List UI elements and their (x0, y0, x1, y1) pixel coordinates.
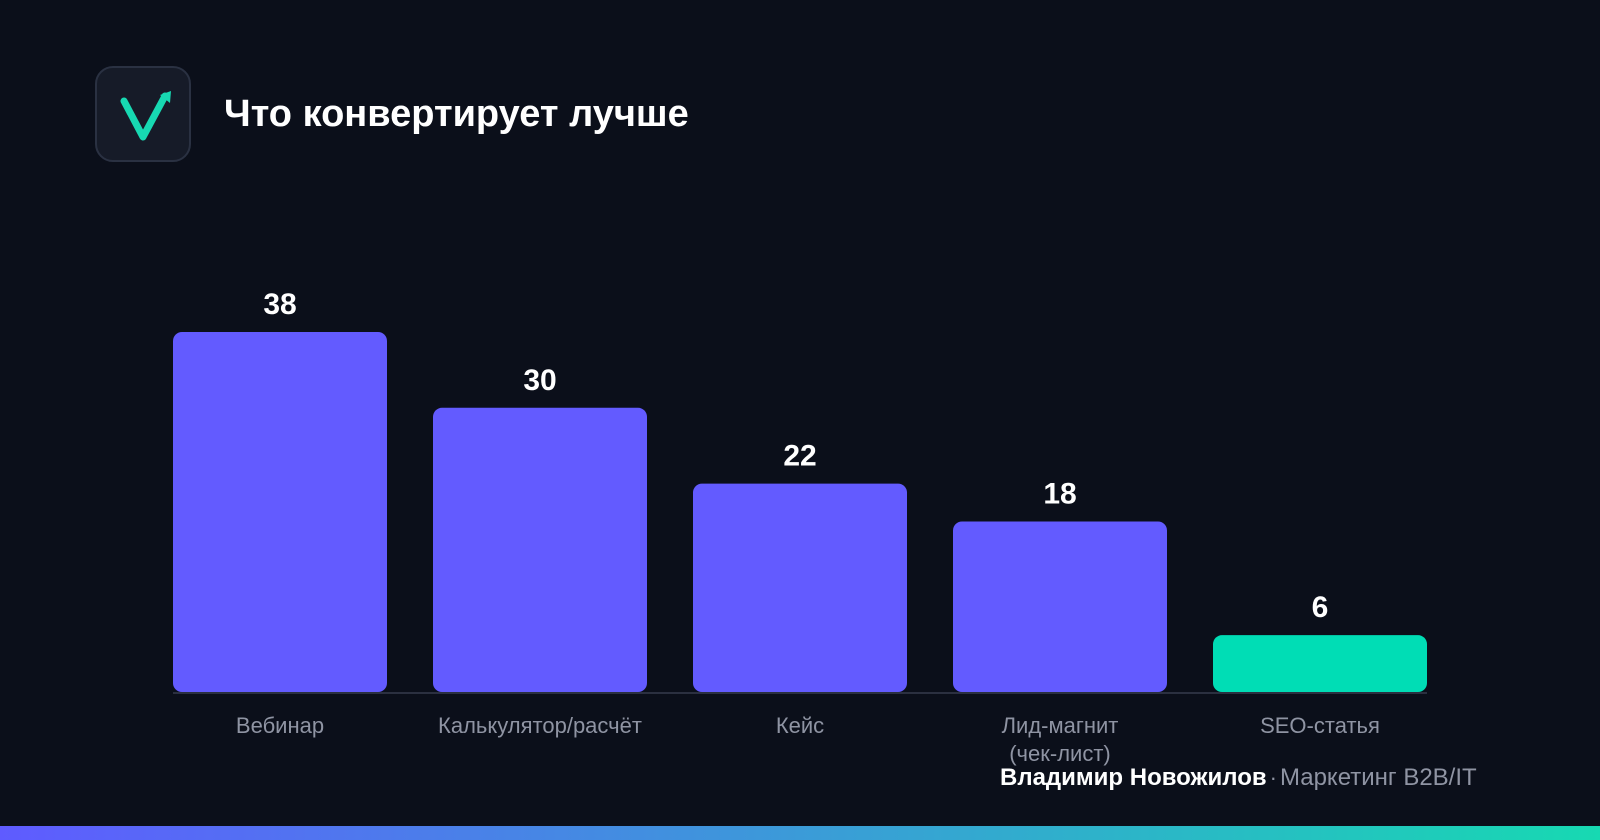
x-tick-label: Кейс (776, 713, 824, 738)
bar-value-label: 6 (1312, 591, 1329, 624)
bar (1213, 635, 1427, 692)
logo (95, 66, 191, 162)
footer-credit: Владимир Новожилов · Маркетинг B2B/IT (1000, 763, 1477, 796)
x-tick-label: (чек-лист) (1009, 741, 1111, 766)
footer-separator: · (1269, 765, 1277, 790)
bar (693, 483, 907, 692)
footer-tagline: Маркетинг B2B/IT (1279, 764, 1477, 791)
page-title: Что конвертирует лучше (224, 93, 689, 135)
x-tick-label: Вебинар (236, 713, 324, 738)
x-tick-label: Лид-магнит (1002, 713, 1119, 738)
bar (953, 521, 1167, 692)
bar (173, 332, 387, 692)
checkmark-arrow-icon (120, 91, 171, 141)
footer-author: Владимир Новожилов (1000, 764, 1267, 791)
bottom-gradient-strip (0, 826, 1600, 840)
bar (433, 407, 647, 692)
bar-value-label: 22 (783, 440, 816, 473)
x-tick-label: Калькулятор/расчёт (438, 713, 642, 738)
bar-value-label: 18 (1043, 477, 1076, 510)
x-tick-label: SEO-статья (1260, 713, 1380, 738)
bar-value-label: 30 (523, 364, 556, 397)
bar-value-label: 38 (263, 288, 296, 321)
